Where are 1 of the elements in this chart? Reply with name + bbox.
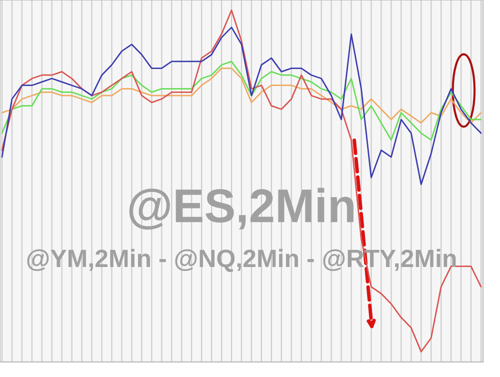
annotation: @ES,2Min xyxy=(129,188,354,230)
